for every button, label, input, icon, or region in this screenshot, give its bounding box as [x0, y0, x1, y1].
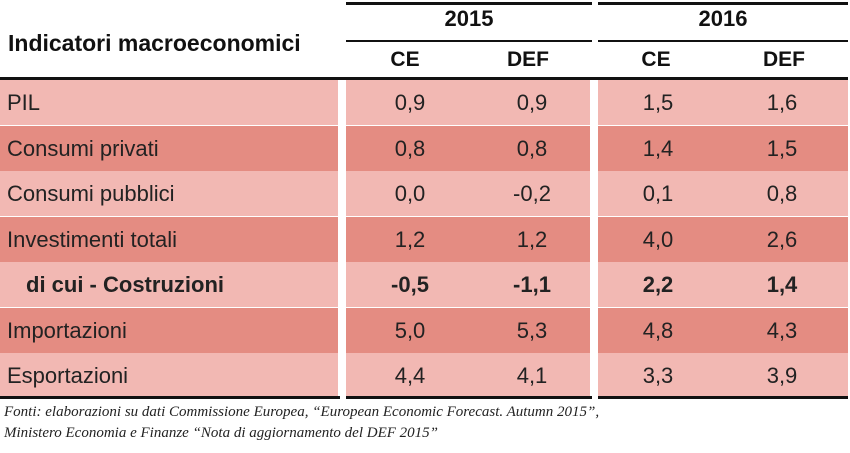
row-value: 1,4	[766, 272, 798, 297]
table-header: Indicatori macroeconomici 2015 2016 CE D…	[0, 0, 850, 80]
source-line-1: Fonti: elaborazioni su dati Commissione …	[4, 404, 600, 420]
row-value: 1,4	[642, 135, 674, 161]
row-background	[0, 353, 338, 398]
row-background	[598, 80, 848, 125]
table-title: Indicatori macroeconomici	[8, 30, 301, 56]
table-bottom-rule-2016	[598, 396, 848, 399]
row-value: 0,9	[516, 90, 548, 115]
year-2016: 2016	[698, 6, 748, 31]
row-label: PIL	[7, 90, 41, 115]
row-background	[598, 353, 848, 398]
row-background	[346, 80, 592, 125]
row-background	[346, 353, 592, 398]
row-label: Importazioni	[7, 317, 127, 343]
row-value: 1,5	[766, 135, 798, 161]
header-rule-2015	[346, 2, 592, 5]
row-value: 1,2	[394, 226, 426, 252]
row-value: 3,9	[766, 363, 798, 388]
row-value: 4,1	[516, 363, 548, 388]
row-background	[346, 125, 592, 171]
table-row: Esportazioni 4,4 4,1 3,3 3,9	[0, 353, 848, 398]
header-rule-2016	[598, 2, 848, 5]
row-background	[346, 171, 592, 216]
year-2015: 2015	[444, 6, 494, 31]
row-value: 3,3	[642, 363, 674, 388]
row-background	[346, 216, 592, 262]
row-value: 5,3	[516, 317, 548, 343]
table-row: PIL 0,9 0,9 1,5 1,6	[0, 80, 848, 125]
year-underline-2015	[346, 40, 592, 42]
row-background	[598, 307, 848, 353]
row-background	[598, 125, 848, 171]
column-separator-label	[338, 80, 346, 398]
row-value: 0,8	[394, 135, 426, 161]
row-background	[0, 125, 338, 171]
row-value: 4,4	[394, 363, 426, 388]
row-label: Consumi pubblici	[7, 181, 175, 206]
row-value: -1,1	[513, 272, 551, 297]
column-separator-years	[590, 80, 598, 398]
row-background	[0, 262, 338, 307]
row-value: -0,5	[391, 272, 429, 297]
table-row: Investimenti totali 1,2 1,2 4,0 2,6	[0, 216, 848, 262]
row-label: Esportazioni	[7, 363, 129, 388]
header-bottom-rule	[0, 77, 848, 80]
row-value: 0,0	[394, 181, 426, 206]
table-row: Importazioni 5,0 5,3 4,8 4,3	[0, 307, 848, 353]
table-bottom-rule-label	[0, 396, 340, 399]
row-value: 4,8	[642, 317, 674, 343]
row-background	[598, 262, 848, 307]
row-background	[598, 171, 848, 216]
row-value: -0,2	[513, 181, 551, 206]
subheader-def-2015: DEF	[507, 48, 549, 71]
row-label: di cui - Costruzioni	[26, 272, 224, 297]
row-value: 5,0	[394, 317, 426, 343]
row-value: 1,6	[766, 90, 798, 115]
table-bottom-rule-2015	[346, 396, 592, 399]
row-value: 4,3	[766, 317, 798, 343]
row-background	[346, 262, 592, 307]
source-note: Fonti: elaborazioni su dati Commissione …	[4, 402, 599, 444]
row-value: 2,6	[766, 226, 798, 252]
row-value: 2,2	[642, 272, 674, 297]
row-value: 0,8	[766, 181, 798, 206]
subheader-ce-2015: CE	[390, 48, 420, 71]
source-line-2: Ministero Economia e Finanze “Nota di ag…	[4, 425, 438, 441]
row-label: Investimenti totali	[7, 226, 177, 252]
row-value: 0,1	[642, 181, 674, 206]
row-background	[0, 216, 338, 262]
subheader-ce-2016: CE	[641, 48, 671, 71]
row-value: 1,5	[642, 90, 674, 115]
row-value: 1,2	[516, 226, 548, 252]
table-row: di cui - Costruzioni -0,5 -1,1 2,2 1,4	[0, 262, 848, 307]
row-background	[598, 216, 848, 262]
row-value: 0,8	[516, 135, 548, 161]
table-row: Consumi pubblici 0,0 -0,2 0,1 0,8	[0, 171, 848, 216]
row-value: 4,0	[642, 226, 674, 252]
year-underline-2016	[598, 40, 848, 42]
row-background	[346, 307, 592, 353]
row-value: 0,9	[394, 90, 426, 115]
row-label: Consumi privati	[7, 135, 159, 161]
row-background	[0, 307, 338, 353]
row-background	[0, 171, 338, 216]
subheader-def-2016: DEF	[763, 48, 805, 71]
row-background	[0, 80, 338, 125]
table-row: Consumi privati 0,8 0,8 1,4 1,5	[0, 125, 848, 171]
